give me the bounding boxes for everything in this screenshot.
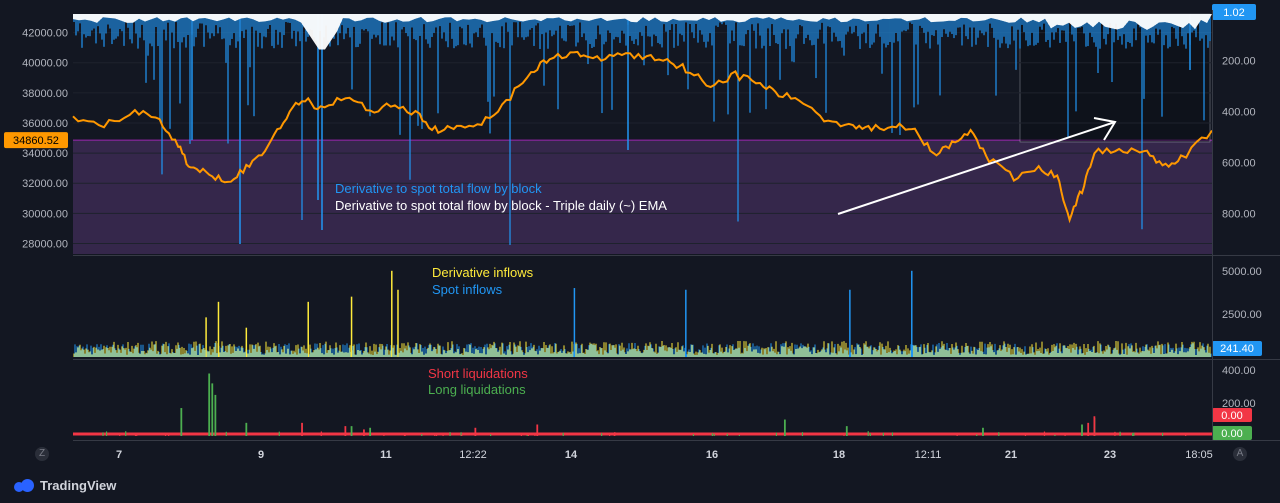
pane-2-background xyxy=(73,257,1212,357)
inflow-noise xyxy=(73,341,1212,357)
legend-flow: Derivative to spot total flow by block xyxy=(335,181,542,196)
left-axis-label: 34000.00 xyxy=(22,148,68,160)
legend-ema: Derivative to spot total flow by block -… xyxy=(335,198,667,213)
chart[interactable]: Derivative to spot total flow by block De… xyxy=(0,0,1280,470)
time-axis-label: 18:05 xyxy=(1185,449,1213,461)
time-axis-label: 12:22 xyxy=(459,449,487,461)
tradingview-logo-icon xyxy=(14,478,34,493)
time-axis-label: 16 xyxy=(706,449,718,461)
highlight-zone xyxy=(73,140,1212,254)
time-axis-label: 21 xyxy=(1005,449,1017,461)
footer xyxy=(0,470,1280,503)
top-right-badge xyxy=(1212,4,1256,20)
liquidation-axis-label: 200.00 xyxy=(1222,398,1256,410)
short-value-badge xyxy=(1212,408,1252,422)
time-axis-label: 14 xyxy=(565,449,578,461)
left-axis-label: 42000.00 xyxy=(22,28,68,40)
inflow-axis-label: 2500.00 xyxy=(1222,309,1262,321)
trend-arrow xyxy=(837,121,1116,215)
price-line xyxy=(72,50,1213,224)
pane-3-background xyxy=(73,362,1212,440)
long-value-label: 0.00 xyxy=(1221,428,1242,440)
left-axis-label: 32000.00 xyxy=(22,178,68,190)
inflow-value-label: 241.40 xyxy=(1220,343,1254,355)
time-axis-label: 9 xyxy=(258,449,264,461)
left-axis-label: 36000.00 xyxy=(22,118,68,130)
liquidation-axis-label: 400.00 xyxy=(1222,365,1256,377)
left-axis-label: 28000.00 xyxy=(22,238,68,250)
time-axis-label: 11 xyxy=(380,449,392,461)
top-right-label: 1.02 xyxy=(1223,7,1244,19)
inflow-axis-label: 5000.00 xyxy=(1222,266,1262,278)
legend-derivative-inflows: Derivative inflows xyxy=(432,265,534,280)
trend-arrow-head xyxy=(1093,117,1117,141)
short-value-label: 0.00 xyxy=(1221,410,1242,422)
time-axis-label: 23 xyxy=(1104,449,1116,461)
right-axis-label: 200.00 xyxy=(1222,56,1256,68)
auto-scale-button[interactable]: A xyxy=(1233,447,1247,461)
legend-spot-inflows: Spot inflows xyxy=(432,282,503,297)
current-price-label: 34860.52 xyxy=(13,135,59,147)
right-axis-label: 400.00 xyxy=(1222,107,1256,119)
left-axis-label: 38000.00 xyxy=(22,88,68,100)
right-axis-label: 600.00 xyxy=(1222,157,1256,169)
legend-long-liquidations: Long liquidations xyxy=(428,382,526,397)
current-price-badge xyxy=(4,132,68,149)
inflow-value-badge xyxy=(1212,341,1262,356)
tradingview-logo[interactable]: TradingView xyxy=(14,478,116,493)
zoom-reset-button[interactable]: Z xyxy=(35,447,49,461)
time-axis-label: 18 xyxy=(833,449,845,461)
left-axis-label: 40000.00 xyxy=(22,58,68,70)
time-axis-label: 12:11 xyxy=(915,449,942,461)
legend-short-liquidations: Short liquidations xyxy=(428,366,528,381)
ema-band xyxy=(73,14,1212,50)
right-axis-label: 800.00 xyxy=(1222,208,1256,220)
time-axis-label: 7 xyxy=(116,449,122,461)
long-value-badge xyxy=(1212,426,1252,440)
left-axis-label: 30000.00 xyxy=(22,208,68,220)
tradingview-brand-text: TradingView xyxy=(40,478,117,493)
